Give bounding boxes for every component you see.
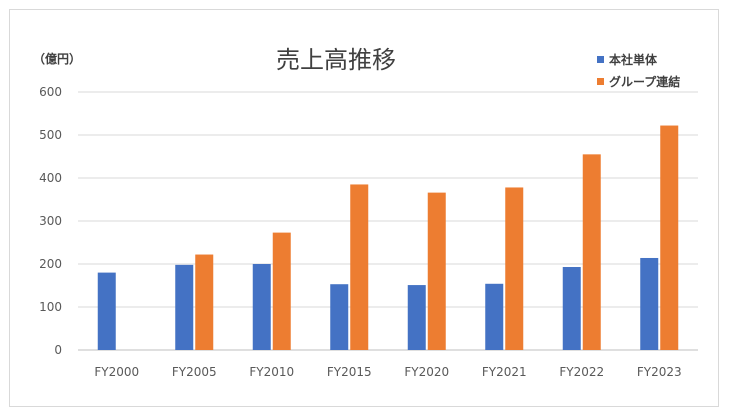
x-tick-label: FY2023: [637, 365, 682, 379]
legend-swatch-consolidated: [597, 77, 604, 85]
bar-standalone: [252, 264, 271, 350]
y-tick-label: 500: [39, 128, 62, 142]
bar-standalone: [330, 284, 349, 350]
bar-standalone: [640, 257, 659, 350]
bar-standalone: [485, 283, 504, 350]
bar-consolidated: [272, 232, 291, 350]
legend-item-standalone: 本社単体: [597, 48, 680, 70]
bar-standalone: [562, 267, 581, 350]
y-tick-label: 300: [39, 214, 62, 228]
bar-consolidated: [350, 184, 369, 350]
y-tick-label: 0: [54, 343, 62, 357]
bar-standalone: [175, 264, 194, 350]
legend-item-consolidated: グループ連結: [597, 70, 680, 92]
y-tick-label: 400: [39, 171, 62, 185]
legend-label-standalone: 本社単体: [609, 52, 658, 67]
x-tick-label: FY2005: [172, 365, 217, 379]
x-tick-label: FY2021: [482, 365, 527, 379]
bar-standalone: [407, 285, 426, 350]
legend-swatch-standalone: [597, 55, 604, 63]
bar-standalone: [97, 272, 116, 350]
y-unit-label: （億円）: [33, 52, 82, 66]
legend-label-consolidated: グループ連結: [609, 74, 681, 89]
bar-consolidated: [195, 254, 214, 350]
bar-consolidated: [582, 154, 601, 350]
y-tick-label: 200: [39, 257, 62, 271]
x-tick-label: FY2015: [327, 365, 372, 379]
x-tick-label: FY2010: [249, 365, 294, 379]
y-tick-label: 100: [39, 300, 62, 314]
x-tick-label: FY2000: [94, 365, 139, 379]
bar-consolidated: [427, 192, 446, 350]
y-tick-label: 600: [39, 85, 62, 99]
x-tick-label: FY2020: [404, 365, 449, 379]
bar-consolidated: [660, 125, 679, 350]
legend: 本社単体 グループ連結: [597, 48, 680, 92]
x-tick-label: FY2022: [559, 365, 604, 379]
chart-title: 売上高推移: [276, 46, 396, 74]
bar-consolidated: [505, 187, 524, 350]
